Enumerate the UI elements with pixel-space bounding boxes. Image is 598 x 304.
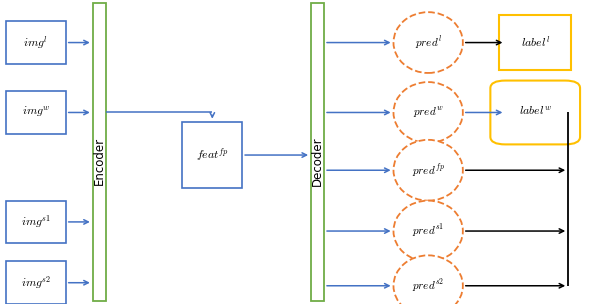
Text: Decoder: Decoder bbox=[311, 136, 324, 186]
FancyBboxPatch shape bbox=[499, 15, 571, 70]
Ellipse shape bbox=[393, 255, 463, 304]
Text: $\mathit{img^{l}}$: $\mathit{img^{l}}$ bbox=[23, 34, 48, 51]
Text: $\mathit{img^{s2}}$: $\mathit{img^{s2}}$ bbox=[21, 274, 51, 291]
FancyBboxPatch shape bbox=[6, 201, 66, 243]
Text: $\mathit{label}^{w}$: $\mathit{label}^{w}$ bbox=[519, 106, 551, 119]
FancyBboxPatch shape bbox=[93, 3, 106, 301]
Text: $\mathit{pred^{fp}}$: $\mathit{pred^{fp}}$ bbox=[411, 162, 445, 178]
FancyBboxPatch shape bbox=[182, 122, 242, 188]
Text: $\mathit{img^{w}}$: $\mathit{img^{w}}$ bbox=[22, 105, 50, 120]
Text: $\mathit{img^{s1}}$: $\mathit{img^{s1}}$ bbox=[21, 213, 51, 230]
FancyBboxPatch shape bbox=[6, 261, 66, 304]
FancyBboxPatch shape bbox=[311, 3, 324, 301]
Text: $\mathit{pred^{w}}$: $\mathit{pred^{w}}$ bbox=[413, 105, 444, 120]
Text: $\mathit{feat}^{fp}$: $\mathit{feat}^{fp}$ bbox=[196, 147, 229, 164]
Ellipse shape bbox=[393, 201, 463, 261]
Ellipse shape bbox=[393, 12, 463, 73]
FancyBboxPatch shape bbox=[490, 81, 580, 144]
Text: Encoder: Encoder bbox=[93, 137, 106, 185]
Text: $\mathit{pred^{s2}}$: $\mathit{pred^{s2}}$ bbox=[412, 278, 444, 294]
Text: $\mathit{pred^{s1}}$: $\mathit{pred^{s1}}$ bbox=[412, 223, 444, 239]
FancyBboxPatch shape bbox=[6, 91, 66, 134]
FancyBboxPatch shape bbox=[6, 21, 66, 64]
Ellipse shape bbox=[393, 140, 463, 201]
Text: $\mathit{pred^{l}}$: $\mathit{pred^{l}}$ bbox=[414, 34, 442, 51]
Text: $\mathit{label}^{l}$: $\mathit{label}^{l}$ bbox=[521, 35, 550, 50]
Ellipse shape bbox=[393, 82, 463, 143]
